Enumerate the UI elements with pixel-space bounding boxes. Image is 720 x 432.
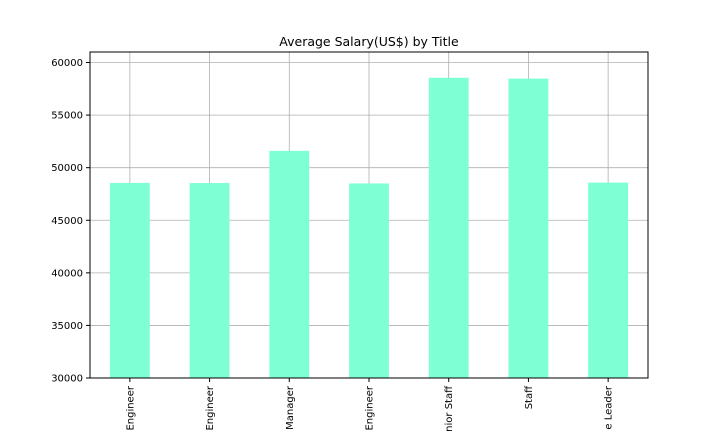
bar-layer [109,77,629,378]
bar [588,182,629,378]
x-tick-label: Manager [285,385,296,430]
y-tick-label: 50000 [51,163,83,174]
y-tick-label: 45000 [51,216,83,227]
x-tick-label: Engineer [125,385,136,430]
x-tick-label: Engineer [365,385,376,430]
bar [189,183,230,378]
bar [109,182,150,378]
bar [508,78,549,378]
bar [269,150,310,378]
chart-title: Average Salary(US$) by Title [279,34,459,49]
x-tick-label: Engineer [205,385,216,430]
bar [349,183,389,378]
bar [428,77,469,378]
y-tick-label: 40000 [51,268,83,279]
y-tick-label: 60000 [51,58,83,69]
x-tick-label: nior Staff [444,385,455,432]
y-tick-label: 35000 [51,321,83,332]
x-tick-label: Staff [524,385,535,409]
x-tick-label: e Leader [604,385,615,430]
x-axis-ticks: Engineer Engineer Manager Engineer nior Staf… [125,378,615,432]
y-tick-label: 55000 [51,111,83,122]
y-axis-ticks: 30000 35000 40000 45000 50000 55000 60000 [51,58,90,385]
y-tick-label: 30000 [51,374,83,385]
